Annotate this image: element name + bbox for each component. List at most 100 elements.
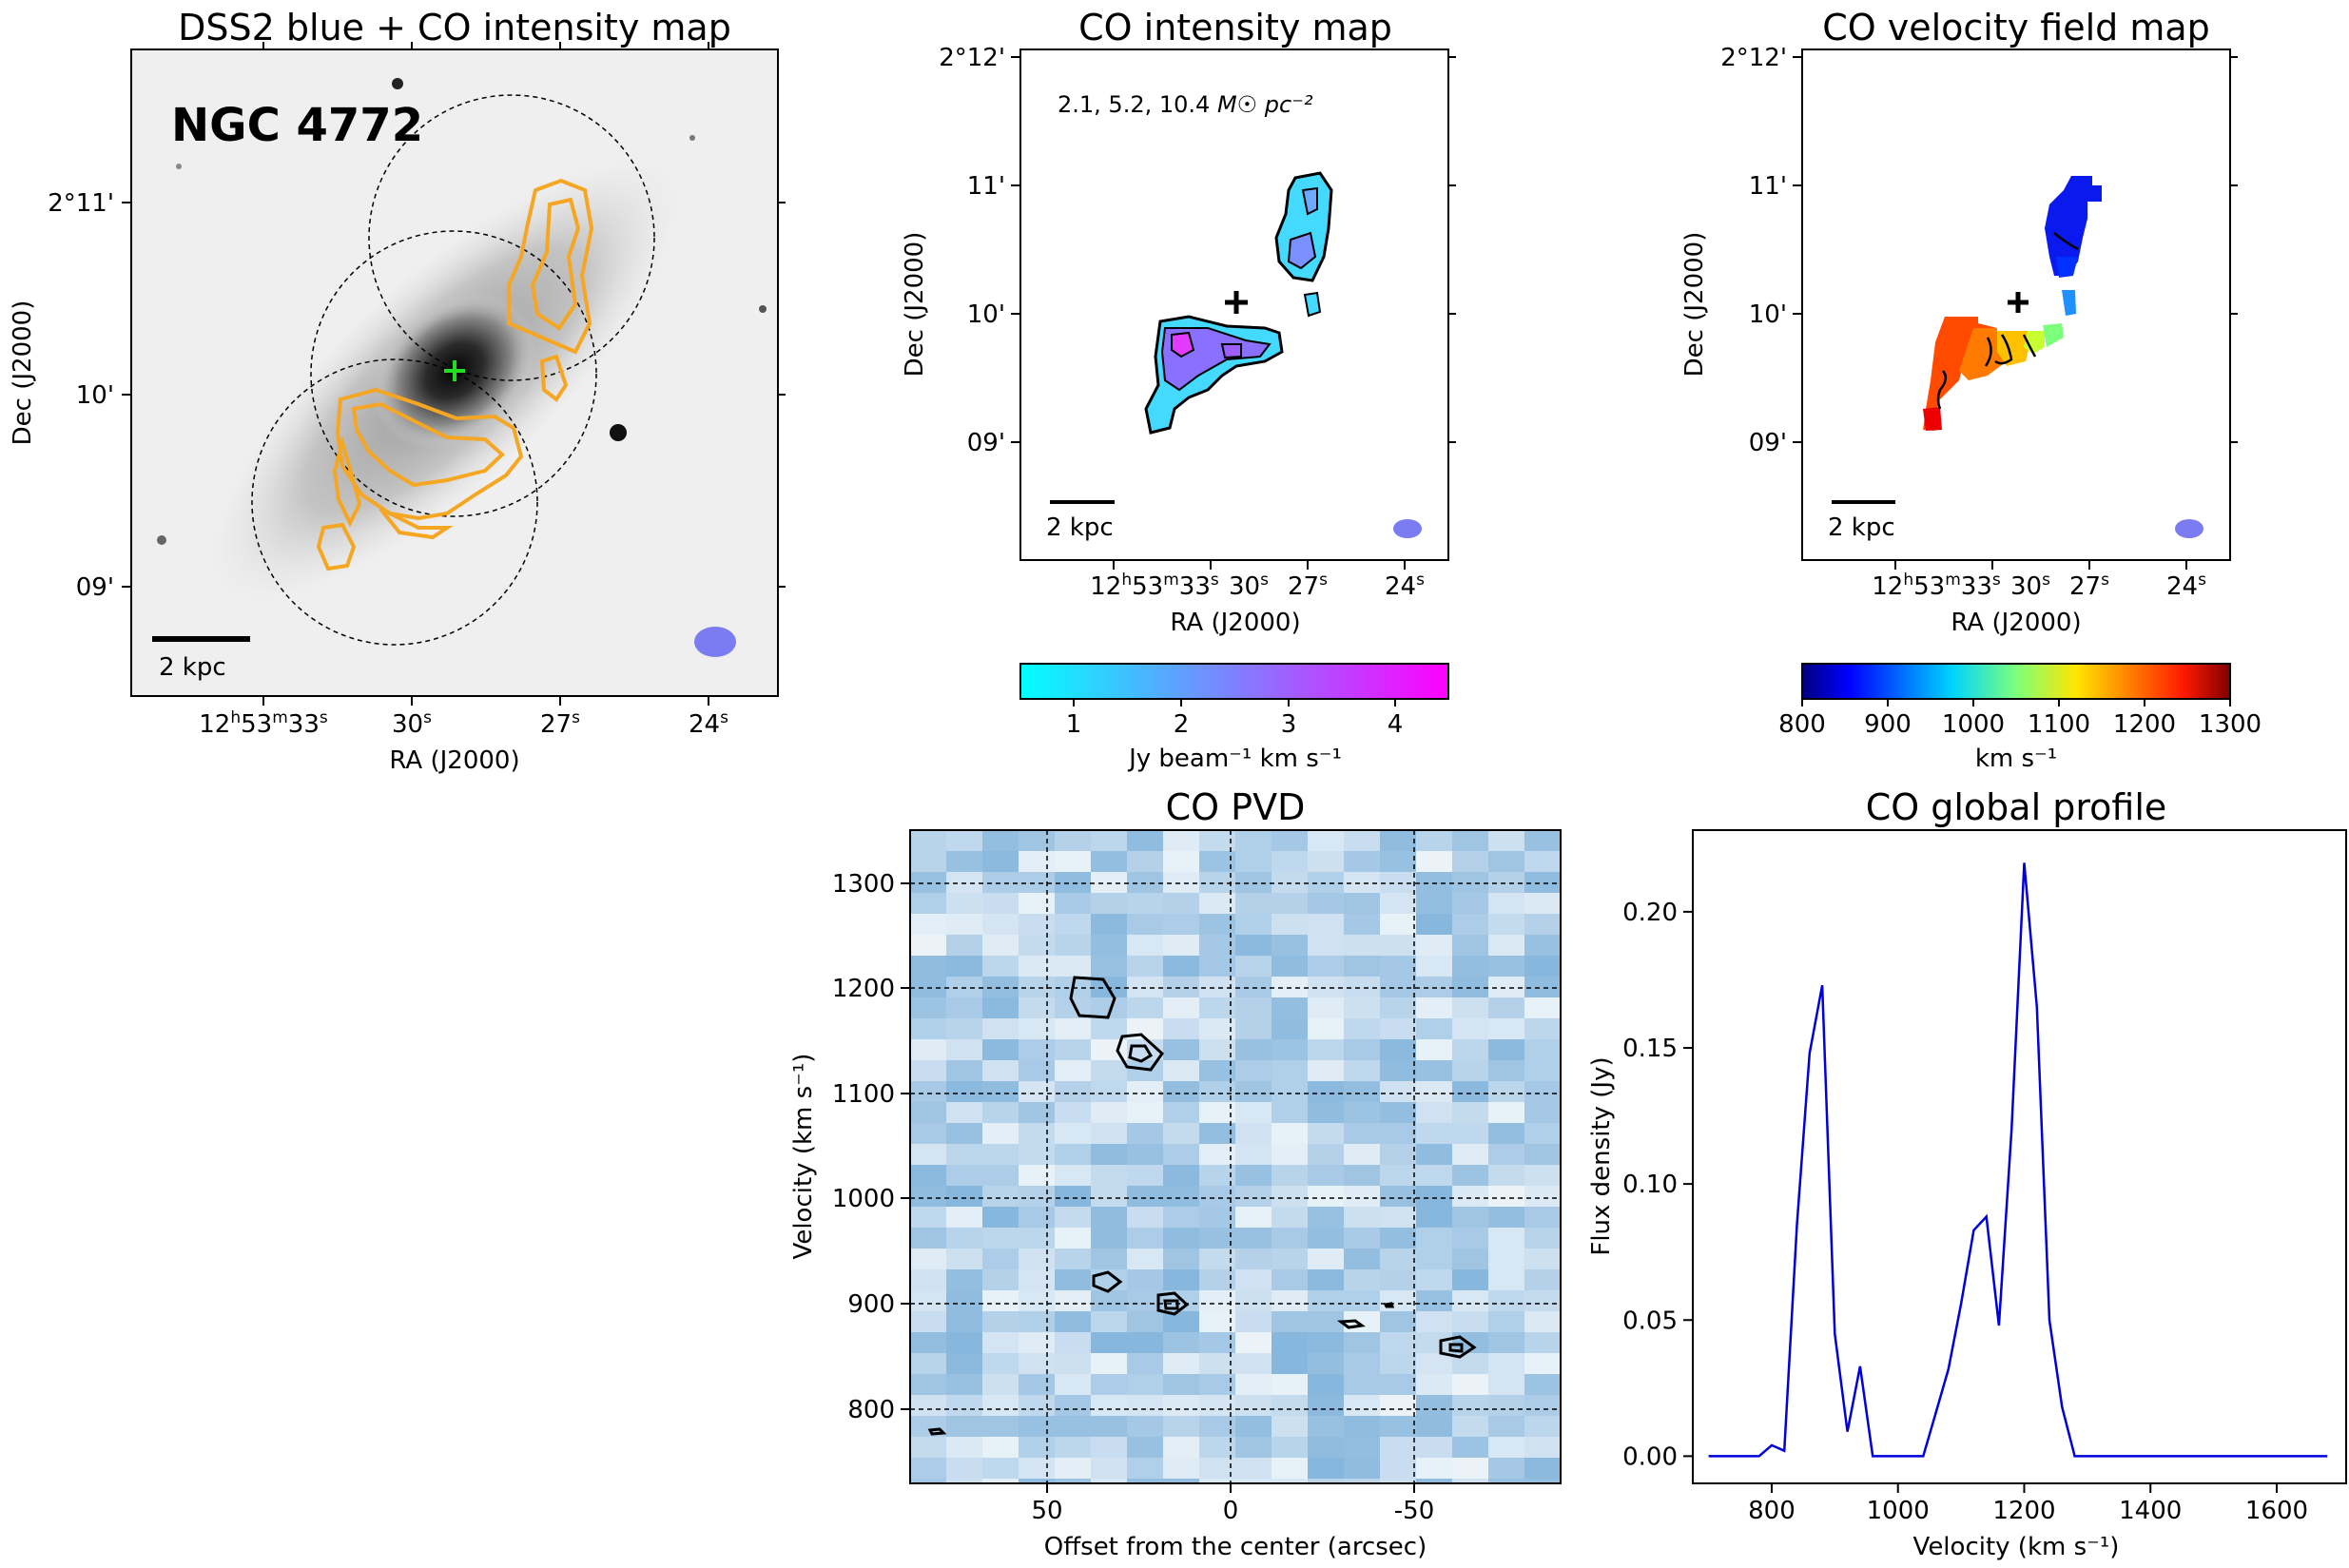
velocity-region (2062, 290, 2076, 316)
pvd-cell (1308, 914, 1344, 935)
panel-dss-image: DSS2 blue + CO intensity map NGC 4772 (9, 7, 786, 775)
pvd-cell (1488, 1039, 1524, 1060)
contour-levels: 2.1, 5.2, 10.4 M☉ pc⁻² (1058, 91, 1313, 118)
pvd-cell (1019, 1060, 1055, 1081)
pvd-cell (1272, 872, 1308, 893)
pvd-cell (1055, 997, 1091, 1018)
pvd-cell (1127, 1374, 1163, 1395)
pvd-cell (1344, 1437, 1380, 1458)
pvd-cell (1524, 997, 1561, 1018)
pvd-cell (1488, 851, 1524, 872)
velocity-region (1923, 407, 1942, 431)
pvd-cell (946, 1332, 982, 1353)
pvd-cell (1488, 893, 1524, 914)
velocity-region (2056, 257, 2078, 278)
ytick-label: 0.20 (1622, 899, 1678, 927)
pvd-cell (1344, 1290, 1380, 1311)
pvd-cell (1127, 1102, 1163, 1123)
pvd-cell (946, 1081, 982, 1102)
pvd-cell (1524, 851, 1561, 872)
ytick-label: 0.00 (1622, 1442, 1678, 1471)
pvd-cell (1344, 914, 1380, 935)
pvd-cell (1452, 956, 1488, 977)
scalebar-label: 2 kpc (159, 653, 226, 682)
pvd-cell (946, 1353, 982, 1374)
pvd-cell (1416, 1353, 1452, 1374)
pvd-cell (910, 1228, 946, 1249)
pvd-cell (1561, 1416, 1597, 1437)
pvd-cell (946, 1039, 982, 1060)
pvd-cell (946, 956, 982, 977)
pvd-cell (910, 1395, 946, 1416)
pvd-cell (1019, 1374, 1055, 1395)
pvd-cell (1416, 1228, 1452, 1249)
pvd-cell (1199, 1081, 1235, 1102)
pvd-cell (1344, 851, 1380, 872)
pvd-cell (946, 1395, 982, 1416)
pvd-cell (910, 893, 946, 914)
pvd-cell (1452, 1437, 1488, 1458)
pvd-cell (910, 1123, 946, 1144)
pvd-cell (1272, 830, 1308, 851)
pvd-cell (1416, 830, 1452, 851)
pvd-cell (1524, 1144, 1561, 1165)
pvd-cell (1380, 851, 1416, 872)
pvd-cell (1163, 1332, 1199, 1353)
pvd-cell (1272, 1269, 1308, 1290)
ytick-label: 0.05 (1622, 1307, 1678, 1335)
pvd-cell (1561, 851, 1597, 872)
velocity-title: CO velocity field map (1822, 7, 2210, 48)
pvd-cell (1127, 1228, 1163, 1249)
pvd-cell (1416, 1311, 1452, 1332)
pvd-cell (1163, 935, 1199, 956)
pvd-cell (1272, 893, 1308, 914)
pvd-cell (1272, 914, 1308, 935)
dss-title: DSS2 blue + CO intensity map (178, 7, 731, 48)
pvd-cell (1452, 914, 1488, 935)
pvd-cell (982, 1018, 1019, 1039)
pvd-cell (1019, 1207, 1055, 1228)
pvd-cell (1055, 1269, 1091, 1290)
pvd-cell (1235, 1186, 1272, 1207)
x-axis-label: Offset from the center (arcsec) (1044, 1533, 1427, 1561)
pvd-cell (946, 830, 982, 851)
pvd-cell (1344, 1060, 1380, 1081)
colorbar-tick: 900 (1864, 710, 1912, 739)
pvd-cell (1561, 1353, 1597, 1374)
pvd-cell (982, 935, 1019, 956)
pvd-cell (1344, 1269, 1380, 1290)
pvd-cell (982, 1228, 1019, 1249)
pvd-cell (1524, 1353, 1561, 1374)
pvd-cell (982, 1102, 1019, 1123)
pvd-cell (1055, 1060, 1091, 1081)
pvd-cell (1488, 830, 1524, 851)
pvd-cell (1416, 1186, 1452, 1207)
pvd-cell (1019, 1039, 1055, 1060)
pvd-cell (1055, 1186, 1091, 1207)
ytick-label: 2°12' (1720, 44, 1787, 72)
pvd-cell (1272, 1353, 1308, 1374)
pvd-cell (1452, 1018, 1488, 1039)
xtick-label: 800 (1748, 1497, 1796, 1525)
pvd-cell (1308, 1060, 1344, 1081)
panel-co-profile: CO global profile 800 1000 1200 1400 1600 0.0… (1587, 786, 2347, 1561)
pvd-cell (1091, 914, 1127, 935)
pvd-cell (982, 1249, 1019, 1269)
pvd-cell (1524, 1102, 1561, 1123)
pvd-cell (946, 1269, 982, 1290)
pvd-cell (1308, 1249, 1344, 1269)
pvd-cell (1272, 1311, 1308, 1332)
pvd-cell (1235, 914, 1272, 935)
pvd-cell (1344, 1458, 1380, 1479)
pvd-cell (1488, 1479, 1524, 1483)
pvd-cell (1199, 1311, 1235, 1332)
pvd-cell (1380, 935, 1416, 956)
pvd-cell (910, 1353, 946, 1374)
pvd-cell (1380, 1228, 1416, 1249)
pvd-cell (1344, 1416, 1380, 1437)
pvd-cell (1488, 914, 1524, 935)
y-axis-label: Velocity (km s⁻¹) (789, 1054, 818, 1260)
pvd-cell (910, 956, 946, 977)
pvd-cell (1235, 1207, 1272, 1228)
pvd-cell (1524, 935, 1561, 956)
